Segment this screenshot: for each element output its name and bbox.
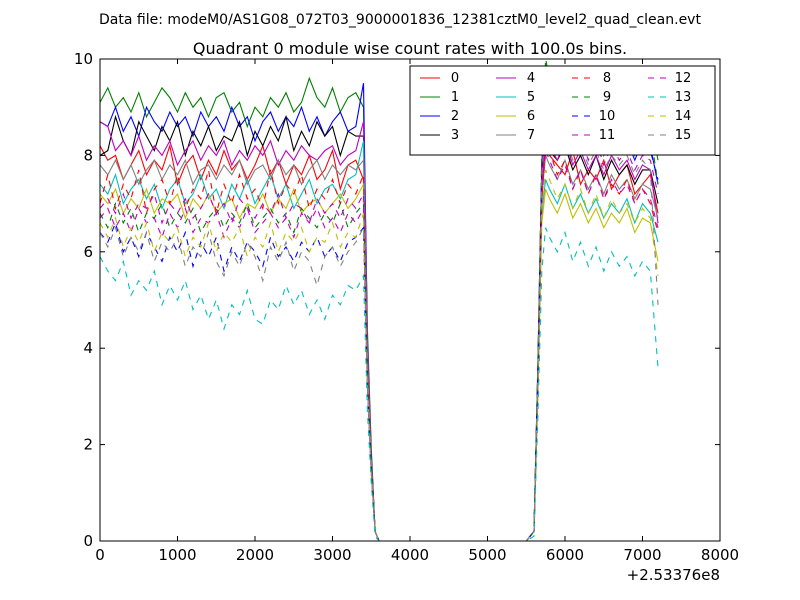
legend-label-14: 14 [675, 109, 692, 124]
y-tick-label: 0 [83, 532, 93, 550]
y-tick-label: 10 [74, 50, 93, 68]
legend-label-3: 3 [451, 128, 459, 143]
legend-label-5: 5 [527, 90, 535, 105]
legend-label-1: 1 [451, 90, 459, 105]
x-tick-label: 2000 [236, 546, 274, 564]
x-offset-label: +2.53376e8 [627, 566, 720, 584]
legend-label-11: 11 [599, 128, 616, 143]
x-tick-label: 7000 [623, 546, 661, 564]
plot-frame [99, 58, 721, 542]
series-11-line [100, 116, 659, 541]
series-4-line [100, 121, 659, 541]
x-tick-label: 6000 [546, 546, 584, 564]
series-15-line [100, 126, 659, 541]
legend-label-12: 12 [675, 71, 692, 86]
legend-box [409, 65, 716, 156]
y-tick-label: 6 [83, 243, 93, 261]
legend-label-6: 6 [527, 109, 535, 124]
legend-label-8: 8 [603, 71, 611, 86]
legend-label-4: 4 [527, 71, 535, 86]
chart-title: Quadrant 0 module wise count rates with … [193, 39, 627, 58]
y-tick-label: 4 [83, 339, 93, 357]
legend-label-10: 10 [599, 109, 616, 124]
series-0-line [100, 126, 659, 541]
series-5-line [100, 140, 659, 541]
series-8-line [100, 140, 659, 541]
x-tick-label: 5000 [468, 546, 506, 564]
legend-label-15: 15 [675, 128, 692, 143]
y-tick-label: 8 [83, 146, 93, 164]
y-tick-label: 2 [83, 436, 93, 454]
series-6-line [100, 182, 659, 541]
series-7-line [100, 155, 659, 541]
x-tick-label: 3000 [313, 546, 351, 564]
legend-label-0: 0 [451, 71, 459, 86]
data-file-title: Data file: modeM0/AS1G08_072T03_90000018… [99, 12, 701, 28]
x-tick-label: 8000 [701, 546, 739, 564]
x-tick-label: 4000 [391, 546, 429, 564]
legend-label-9: 9 [603, 90, 611, 105]
legend-label-7: 7 [527, 128, 535, 143]
legend-label-13: 13 [675, 90, 692, 105]
x-tick-label: 0 [95, 546, 105, 564]
legend-label-2: 2 [451, 109, 459, 124]
series-14-line [100, 169, 659, 541]
x-tick-label: 1000 [158, 546, 196, 564]
